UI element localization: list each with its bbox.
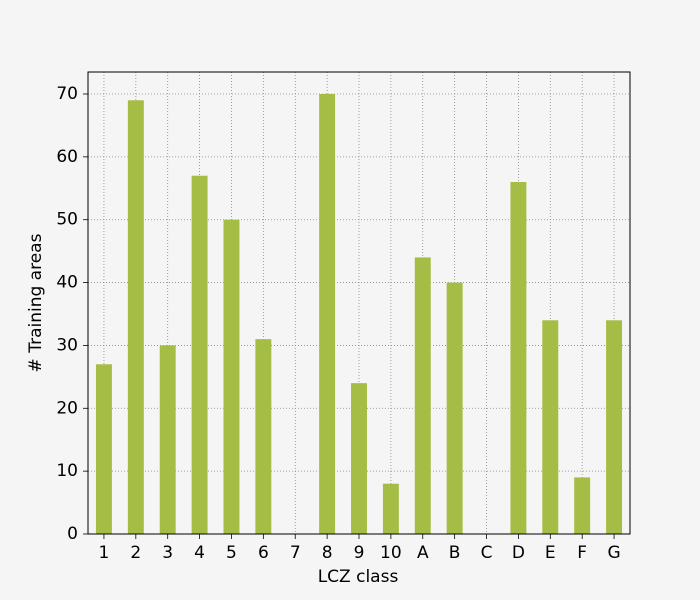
bar (574, 477, 591, 534)
bar (510, 182, 527, 534)
x-tick-label: 1 (99, 543, 110, 563)
x-tick-label: 3 (162, 543, 173, 563)
bar (191, 175, 208, 534)
x-tick-label: C (481, 543, 493, 563)
y-tick-label: 50 (56, 210, 78, 230)
y-tick-label: 60 (56, 147, 78, 167)
x-tick-label: D (512, 543, 525, 563)
bar (319, 94, 336, 534)
x-tick-label: 9 (354, 543, 365, 563)
bar (382, 483, 399, 534)
x-tick-label: 5 (226, 543, 237, 563)
bar (255, 339, 272, 534)
x-tick-label: 6 (258, 543, 269, 563)
x-tick-label: B (449, 543, 461, 563)
bar (542, 320, 559, 534)
x-axis-label: LCZ class (318, 567, 399, 587)
y-axis-label: # Training areas (26, 233, 46, 372)
bar (127, 100, 144, 535)
y-tick-label: 20 (56, 398, 78, 418)
bar (606, 320, 623, 534)
bar (446, 282, 463, 534)
bar (223, 219, 240, 534)
x-tick-label: 10 (380, 543, 402, 563)
x-tick-label: A (417, 543, 429, 563)
x-tick-label: 4 (194, 543, 205, 563)
bar (159, 345, 176, 534)
x-tick-label: 7 (290, 543, 301, 563)
bar (95, 364, 112, 534)
y-tick-label: 40 (56, 273, 78, 293)
y-tick-label: 10 (56, 461, 78, 481)
bar (414, 257, 431, 534)
y-tick-label: 70 (56, 84, 78, 104)
x-tick-label: 2 (130, 543, 141, 563)
x-tick-label: G (607, 543, 620, 563)
x-tick-label: F (577, 543, 587, 563)
y-tick-label: 30 (56, 335, 78, 355)
x-tick-label: E (545, 543, 556, 563)
bar (351, 383, 367, 534)
y-tick-label: 0 (67, 524, 78, 544)
x-tick-label: 8 (322, 543, 333, 563)
plot-frame (87, 71, 631, 535)
